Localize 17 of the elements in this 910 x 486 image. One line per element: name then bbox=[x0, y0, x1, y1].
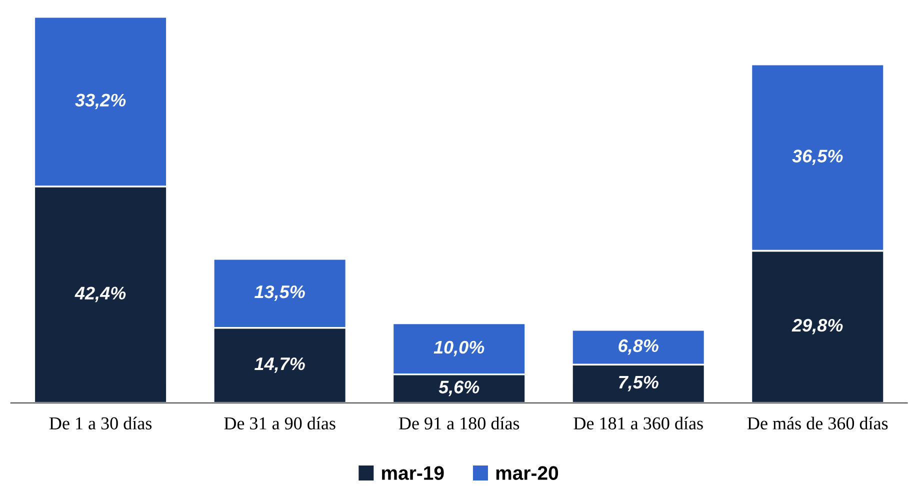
data-label: 13,5% bbox=[254, 285, 305, 301]
data-label: 10,0% bbox=[434, 340, 484, 356]
data-label: 36,5% bbox=[792, 150, 843, 166]
data-label: 6,8% bbox=[618, 339, 658, 355]
x-tick-label: De 31 a 90 días bbox=[224, 416, 336, 430]
data-label: 29,8% bbox=[792, 318, 843, 334]
data-label: 14,7% bbox=[254, 358, 305, 373]
x-tick-label: De 181 a 360 días bbox=[574, 416, 703, 430]
data-label: 7,5% bbox=[619, 376, 658, 392]
x-tick-label: De más de 360 días bbox=[747, 416, 888, 430]
data-label: 33,2% bbox=[75, 94, 126, 110]
legend-label: mar-19 bbox=[382, 466, 444, 480]
data-label: 42,4% bbox=[74, 286, 126, 302]
x-tick-label: De 1 a 30 días bbox=[49, 416, 152, 430]
data-label: 5,6% bbox=[438, 380, 480, 396]
x-tick-label: De 91 a 180 días bbox=[398, 416, 520, 430]
legend-label: mar-20 bbox=[496, 466, 558, 480]
